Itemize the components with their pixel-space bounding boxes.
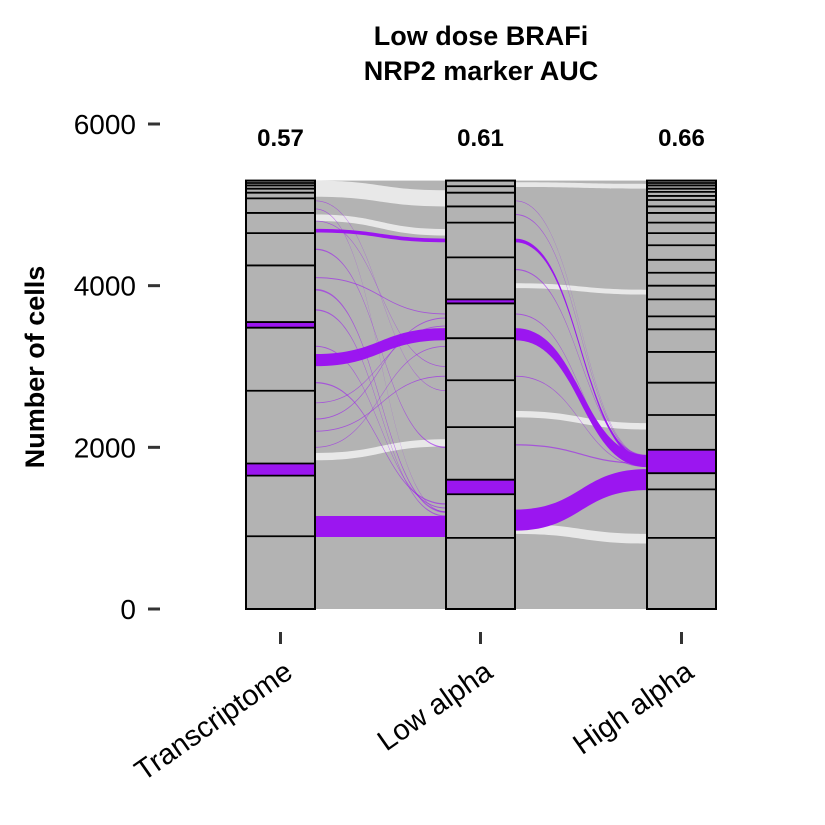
highlight-flow-transcriptome-to-low-alpha — [315, 228, 446, 243]
sparse-flow-gap — [515, 410, 647, 430]
highlight-flow-low-alpha-to-high-alpha — [515, 444, 647, 465]
highlight-flow-transcriptome-to-low-alpha — [315, 220, 446, 367]
highlight-flow-transcriptome-to-low-alpha — [315, 208, 446, 513]
auc-label: 0.57 — [257, 125, 304, 152]
highlight-flow-low-alpha-to-high-alpha — [515, 268, 647, 457]
chart-subtitle: NRP2 marker AUC — [364, 56, 599, 86]
x-tick-label: Transcriptome — [129, 656, 298, 788]
stratum-outline — [646, 179, 717, 610]
highlight-flow-transcriptome-to-low-alpha — [315, 248, 446, 448]
stratum-outline — [445, 179, 516, 610]
highlight-flow-low-alpha-to-high-alpha — [515, 328, 647, 468]
stratum-outline — [245, 179, 316, 610]
highlight-flow-transcriptome-to-low-alpha — [315, 200, 446, 392]
highlight-flow-transcriptome-to-low-alpha — [315, 516, 446, 538]
y-axis-label: Number of cells — [20, 266, 50, 469]
highlight-flow-transcriptome-to-low-alpha — [315, 382, 446, 505]
plot-area: 0.57 0.61 0.66 — [245, 125, 717, 610]
sparse-flow-gap — [515, 524, 647, 544]
highlight-flow-low-alpha-to-high-alpha — [515, 469, 647, 531]
highlight-flow-transcriptome-to-low-alpha — [315, 345, 446, 509]
sparse-flow-gap — [315, 180, 446, 207]
highlight-flow-transcriptome-to-low-alpha — [315, 325, 446, 404]
highlight-stratum — [446, 479, 515, 495]
sparse-flow-gap — [315, 214, 446, 236]
highlight-stratum — [246, 463, 315, 476]
sparse-flow-gap — [315, 439, 446, 461]
sparse-flow-gap — [515, 182, 647, 189]
y-tick-label: 0 — [120, 594, 136, 625]
x-tick-label: High alpha — [568, 655, 701, 761]
highlight-flow-transcriptome-to-low-alpha — [315, 328, 446, 367]
highlight-flow-low-alpha-to-high-alpha — [515, 238, 647, 462]
highlight-flow-transcriptome-to-low-alpha — [315, 317, 446, 420]
highlight-stratum — [647, 449, 716, 474]
chart-title: Low dose BRAFi — [374, 21, 589, 51]
y-tick-label: 2000 — [74, 432, 136, 463]
stratum-column — [246, 180, 315, 610]
sparse-flow-gap — [515, 283, 647, 295]
y-tick-label: 4000 — [74, 271, 136, 302]
highlight-flow-transcriptome-to-low-alpha — [315, 345, 446, 448]
background-flow-band — [315, 180, 446, 610]
stratum-column — [446, 180, 515, 610]
x-tick-label: Low alpha — [372, 655, 499, 758]
auc-label: 0.66 — [658, 125, 705, 152]
auc-label: 0.61 — [457, 125, 504, 152]
highlight-stratum — [246, 322, 315, 328]
highlight-flow-low-alpha-to-high-alpha — [515, 313, 647, 466]
highlight-stratum — [446, 299, 515, 304]
highlight-flow-low-alpha-to-high-alpha — [515, 214, 647, 459]
highlight-flow-transcriptome-to-low-alpha — [315, 375, 446, 432]
highlight-flow-low-alpha-to-high-alpha — [515, 375, 647, 468]
highlight-flow-transcriptome-to-low-alpha — [315, 309, 446, 517]
highlight-flow-low-alpha-to-high-alpha — [515, 200, 647, 458]
highlight-flow-transcriptome-to-low-alpha — [315, 288, 446, 513]
y-tick-label: 6000 — [74, 109, 136, 140]
